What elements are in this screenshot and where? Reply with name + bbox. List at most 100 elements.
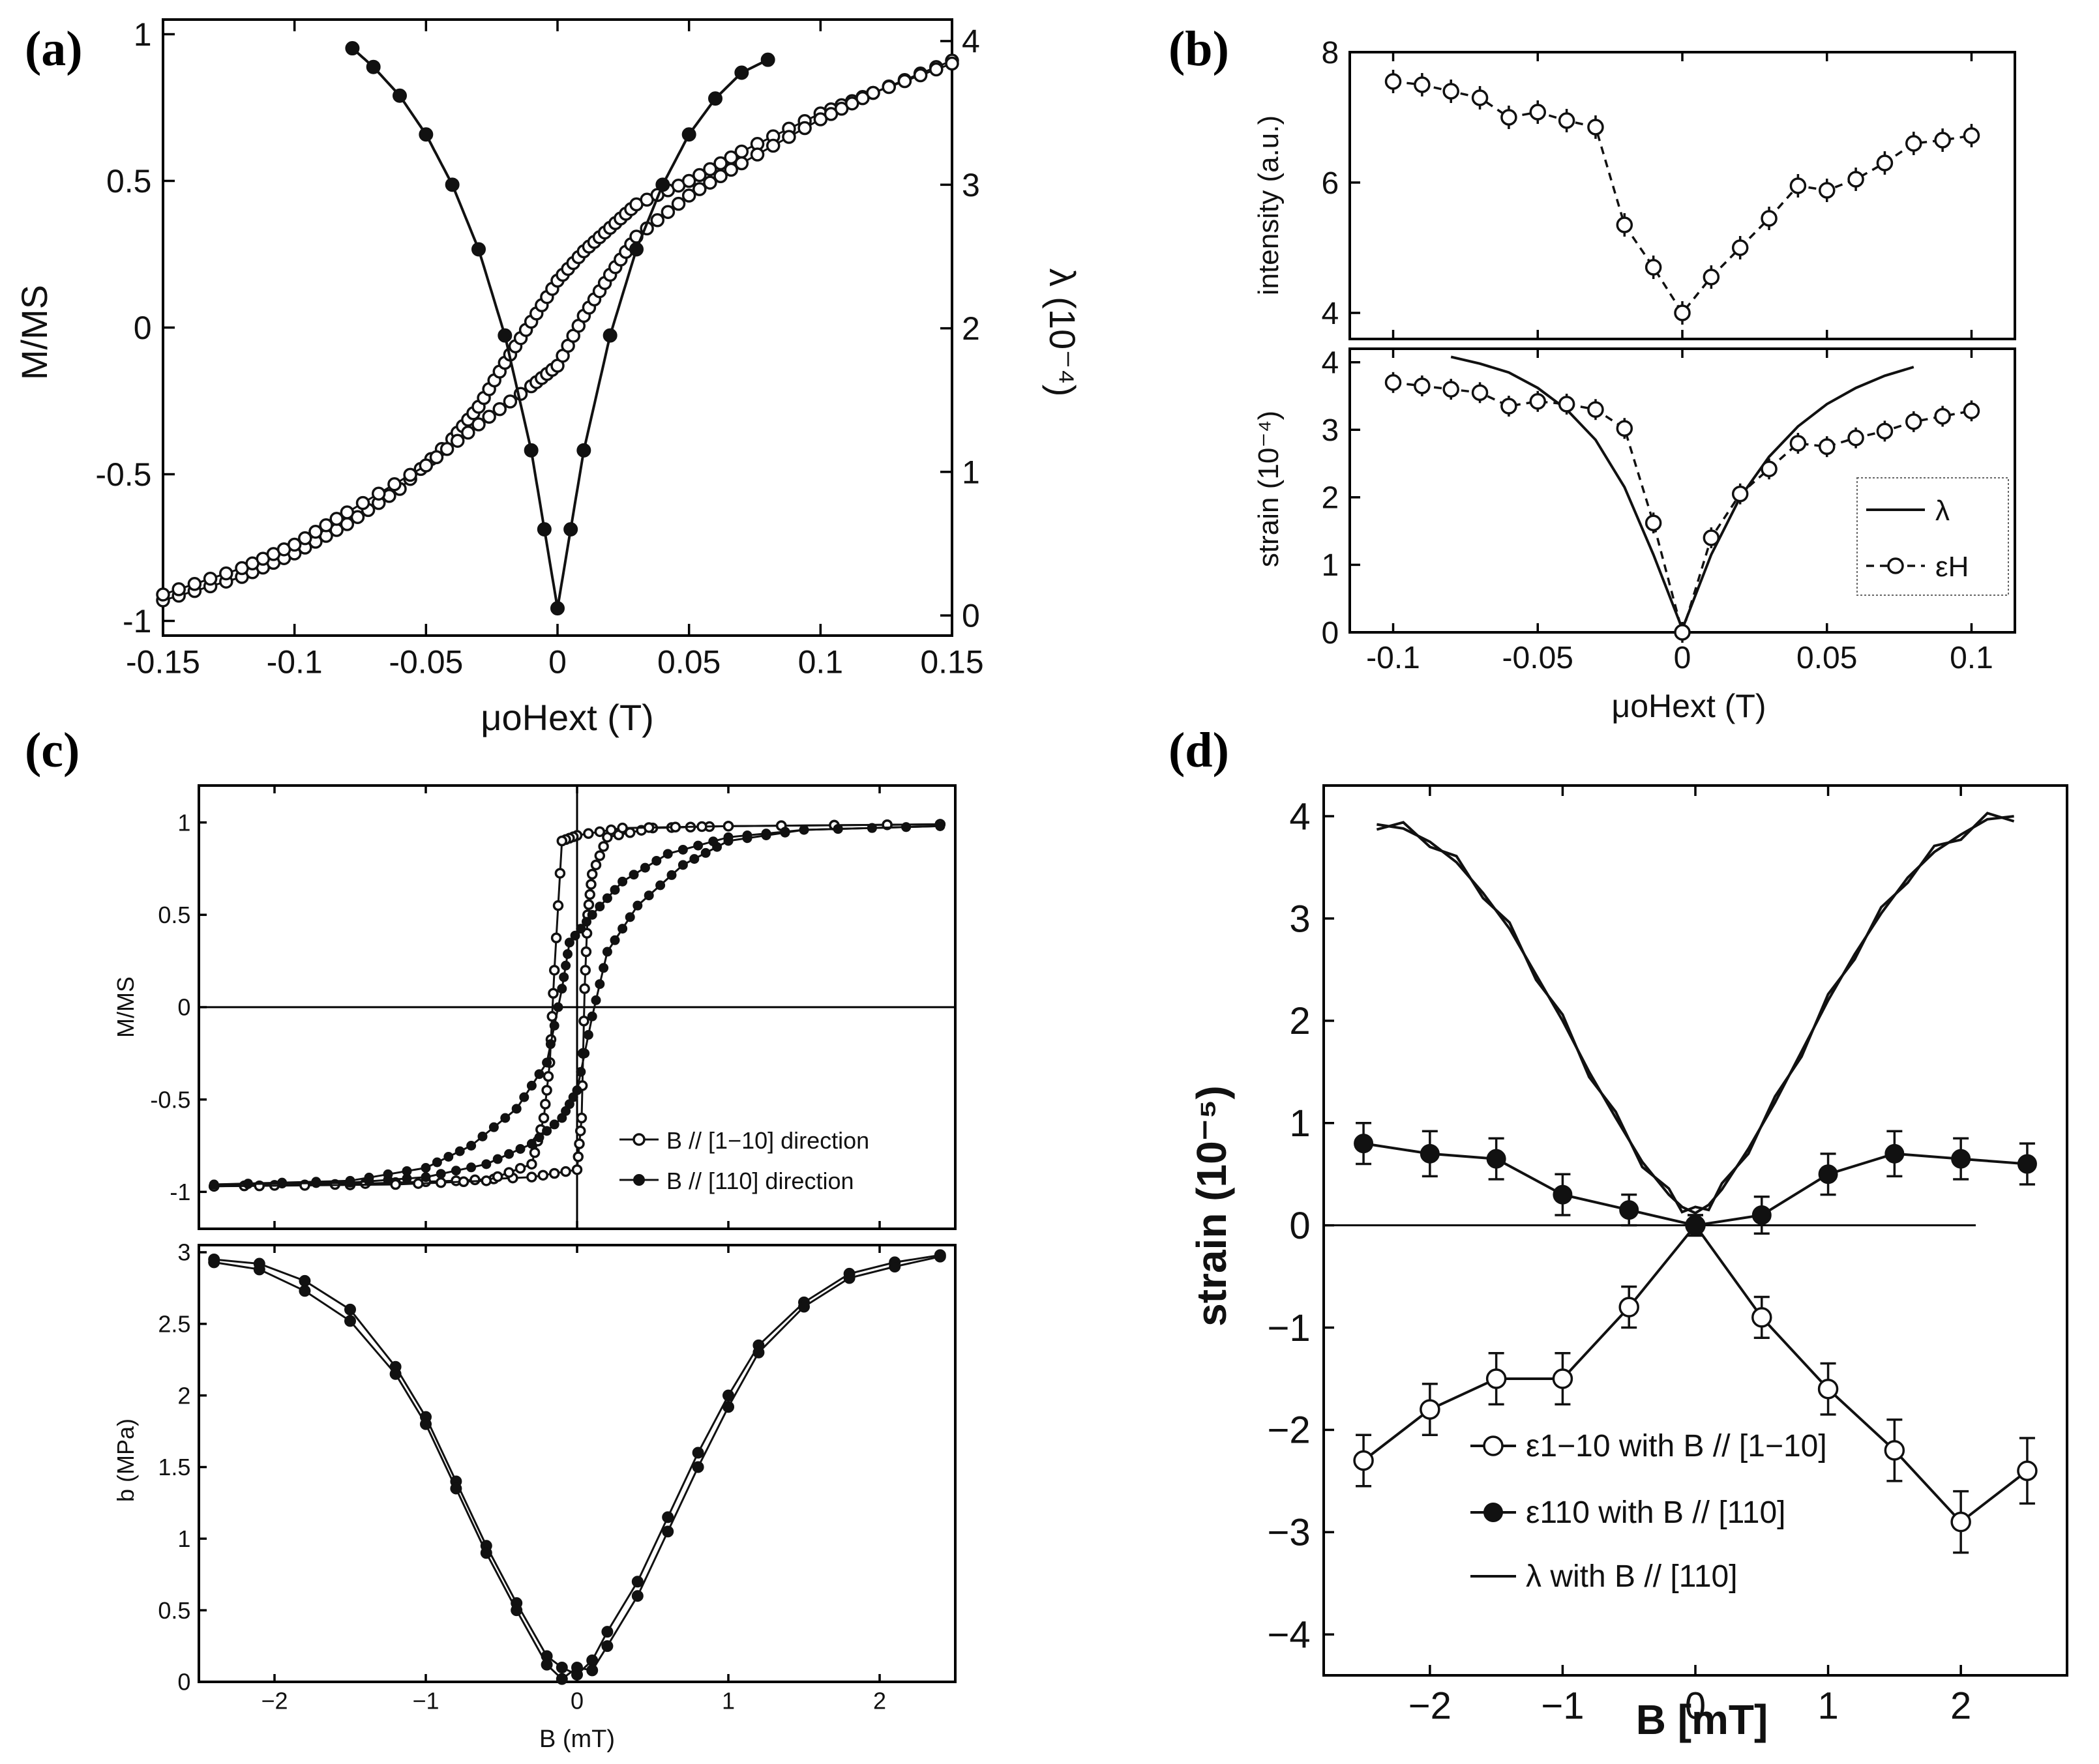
- chart-a-xtick-label: -0.05: [389, 644, 463, 681]
- chart-d-series-0-point: [2017, 1460, 2038, 1481]
- chart-c-top-series-2-point: [602, 947, 612, 957]
- chart-a-ytick-label: 0: [134, 310, 152, 346]
- chart-c-bottom-series-0-point: [722, 1389, 734, 1402]
- chart-c-bottom-series-1-point: [480, 1547, 492, 1559]
- chart-b-epsilon-point: [1789, 435, 1807, 452]
- chart-a-m-0-point: [681, 173, 696, 188]
- chart-c-bottom-series-1-point: [889, 1260, 901, 1272]
- chart-b-epsilon-point: [1674, 624, 1691, 641]
- chart-c-top-series-1-point: [503, 1167, 514, 1178]
- chart-c-top-series-1-point: [548, 965, 560, 976]
- chart-a-m-1-point: [929, 62, 944, 77]
- chart-b-top-ytick-label: 4: [1321, 297, 1339, 331]
- chart-d-series-0-point: [1884, 1440, 1905, 1461]
- chart-c-top-series-3-point: [582, 917, 591, 927]
- chart-a-m-1-point: [724, 162, 738, 177]
- chart-c-top-series-2-point: [677, 860, 688, 870]
- chart-a-m-1-point: [371, 486, 386, 501]
- panel-label-c: (c): [25, 723, 80, 778]
- chart-c-top-series-3-point: [243, 1179, 253, 1189]
- chart-c-bottom-series-1-point: [934, 1250, 946, 1263]
- chart-b-intensity-point: [1761, 210, 1778, 227]
- chart-c-top-series-2-point: [591, 995, 601, 1005]
- chart-c-top-series-2-point: [655, 880, 666, 890]
- chart-c-top-series-3-point: [867, 823, 877, 833]
- chart-b-intensity-point: [1789, 177, 1807, 194]
- chart-c-bottom-xtick-label: 2: [873, 1687, 886, 1714]
- chart-d-series-1-point: [1884, 1143, 1905, 1164]
- chart-a-m-1-point: [319, 518, 333, 533]
- chart-b-bottom-ytick-label: 1: [1321, 548, 1339, 583]
- chart-d-series-0-point: [1420, 1399, 1440, 1420]
- chart-c-top-series-1-point: [541, 1085, 552, 1096]
- chart-d-series-1-point: [1751, 1205, 1772, 1225]
- chart-b-epsilon-point: [1442, 381, 1459, 398]
- chart-a-m-1-point: [945, 56, 959, 71]
- chart-a-ytick-right-label: 0: [962, 598, 980, 634]
- chart-a-xtick-label: -0.1: [267, 644, 323, 681]
- chart-c-bottom-xtick-label: 0: [571, 1687, 584, 1714]
- chart-c-top-series-2-point: [580, 1048, 590, 1059]
- chart-c-top-series-3-point: [651, 855, 662, 866]
- chart-d-series-1-point: [1686, 1215, 1705, 1235]
- chart-a-m-1-point: [703, 175, 717, 190]
- chart-b-intensity-point: [1558, 112, 1575, 129]
- chart-c-top-series-3-point: [901, 822, 912, 832]
- chart-d-ytick-label: −1: [1268, 1307, 1311, 1349]
- chart-c-top-series-3-point: [488, 1122, 499, 1132]
- chart-a-lambda-point: [419, 127, 434, 142]
- chart-b-bottom-xtick-label: 0: [1674, 641, 1691, 675]
- axis-title-a-yleft: M/MS: [14, 285, 55, 380]
- chart-c-top-series-3-point: [708, 836, 719, 847]
- chart-c-top-series-2-point: [526, 1139, 537, 1149]
- chart-a-m-1-point: [834, 102, 849, 116]
- chart-c-top-series-1-point: [540, 1098, 551, 1110]
- axis-title-b-intensity: intensity (a.u.): [1253, 115, 1285, 295]
- chart-c-bottom-xtick-label: −1: [412, 1687, 439, 1714]
- chart-c-top-series-2-point: [587, 1011, 597, 1022]
- chart-c-bottom-ytick-label: 2: [177, 1382, 190, 1409]
- chart-c-top-series-3-point: [549, 1020, 559, 1031]
- legend-c-marker-1-10: [633, 1133, 646, 1146]
- chart-c-top-series-1-point: [583, 828, 594, 839]
- chart-c-top-series-0-point: [598, 841, 609, 852]
- chart-c-top-series-0-point: [580, 946, 592, 958]
- chart-d-series-1-point: [1420, 1143, 1440, 1164]
- chart-c-bottom-series-0-point: [601, 1626, 614, 1638]
- chart-a-m-0-point: [734, 144, 749, 159]
- chart-c-top-series-2-point: [610, 935, 620, 945]
- chart-a-m-1-point: [482, 409, 496, 424]
- chart-c-top-series-3-point: [629, 870, 639, 880]
- chart-c-bottom-series-1-point: [541, 1658, 553, 1671]
- chart-c-top-series-2-point: [689, 854, 700, 864]
- chart-c-top-series-3-point: [277, 1177, 288, 1188]
- chart-c-top-series-1-point: [529, 1147, 541, 1158]
- chart-c-bottom-series-1-point: [631, 1590, 644, 1602]
- chart-c-top-series-3-point: [559, 972, 569, 982]
- chart-a-m-1-point: [782, 130, 796, 144]
- chart-d-series-0-point: [1817, 1378, 1839, 1400]
- chart-c-top-series-3-point: [526, 1080, 537, 1091]
- chart-b-epsilon-point: [1876, 422, 1894, 440]
- chart-c-top-series-3-point: [662, 849, 673, 859]
- chart-c-bottom-series-0-point: [556, 1662, 568, 1674]
- chart-b-epsilon-point: [1934, 407, 1951, 425]
- chart-c-top-ytick-label: -1: [170, 1179, 190, 1205]
- chart-d-ytick-label: 4: [1289, 795, 1310, 838]
- chart-c-bottom-series-1-point: [692, 1461, 704, 1473]
- legend-b: λ εH: [1856, 477, 2009, 596]
- chart-c-top-series-0-point: [578, 1016, 589, 1027]
- chart-d-series-line-0: [1362, 1223, 2029, 1524]
- chart-c-top-series-3-point: [935, 821, 945, 831]
- chart-b-lambda-line: [1450, 355, 1914, 633]
- axis-title-d-x: B [mT]: [1636, 1696, 1768, 1743]
- axis-title-d-y: strain (10⁻⁵): [1188, 1085, 1235, 1327]
- chart-c-top-series-1-point: [458, 1176, 469, 1187]
- chart-c-top-series-2-point: [436, 1169, 446, 1179]
- chart-a-lambda-point: [366, 59, 381, 74]
- chart-a-lambda-point: [498, 328, 513, 343]
- chart-c-top-series-2-point: [451, 1166, 461, 1176]
- chart-b-intensity-point: [1414, 76, 1431, 93]
- chart-c-bottom-curve-1: [213, 1256, 941, 1681]
- chart-a-lambda-point: [550, 601, 565, 616]
